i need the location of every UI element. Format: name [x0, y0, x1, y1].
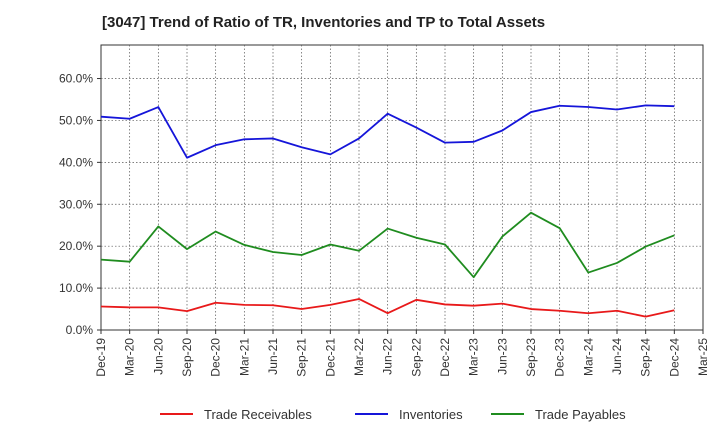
x-tick-label: Jun-22 — [381, 338, 395, 375]
x-tick-label: Jun-24 — [610, 338, 624, 375]
x-tick-label: Sep-21 — [295, 338, 309, 377]
y-tick-label: 30.0% — [59, 197, 93, 211]
x-tick-label: Mar-23 — [467, 338, 481, 376]
x-tick-label: Sep-23 — [524, 338, 538, 377]
y-tick-label: 20.0% — [59, 239, 93, 253]
series-line-trade-payables — [100, 211, 675, 279]
x-tick-label: Sep-20 — [180, 338, 194, 377]
x-tick-label: Dec-24 — [667, 338, 681, 377]
legend-label: Inventories — [399, 407, 463, 422]
x-tick-label: Dec-23 — [553, 338, 567, 377]
gridlines — [101, 45, 703, 330]
y-tick-label: 40.0% — [59, 155, 93, 169]
x-tick-label: Mar-22 — [352, 338, 366, 376]
y-tick-label: 60.0% — [59, 72, 93, 86]
x-tick-label: Sep-22 — [409, 338, 423, 377]
x-tick-label: Jun-23 — [495, 338, 509, 375]
x-tick-label: Dec-19 — [94, 338, 108, 377]
y-tick-label: 50.0% — [59, 113, 93, 127]
x-tick-label: Sep-24 — [639, 338, 653, 377]
x-tick-label: Dec-21 — [323, 338, 337, 377]
x-tick-label: Dec-20 — [209, 338, 223, 377]
x-tick-label: Jun-21 — [266, 338, 280, 375]
legend-label: Trade Receivables — [204, 407, 312, 422]
x-tick-label: Mar-24 — [581, 338, 595, 376]
x-tick-label: Jun-20 — [151, 338, 165, 375]
x-tick-label: Mar-21 — [237, 338, 251, 376]
chart-title: [3047] Trend of Ratio of TR, Inventories… — [102, 14, 546, 31]
x-tick-label: Mar-25 — [696, 338, 710, 376]
legend-label: Trade Payables — [535, 407, 626, 422]
x-tick-label: Mar-20 — [123, 338, 137, 376]
y-tick-label: 10.0% — [59, 281, 93, 295]
series-line-trade-receivables — [100, 298, 675, 318]
x-tick-label: Dec-22 — [438, 338, 452, 377]
plot-area — [100, 44, 704, 331]
series-line-inventories — [100, 104, 675, 159]
y-tick-label: 0.0% — [66, 323, 94, 337]
